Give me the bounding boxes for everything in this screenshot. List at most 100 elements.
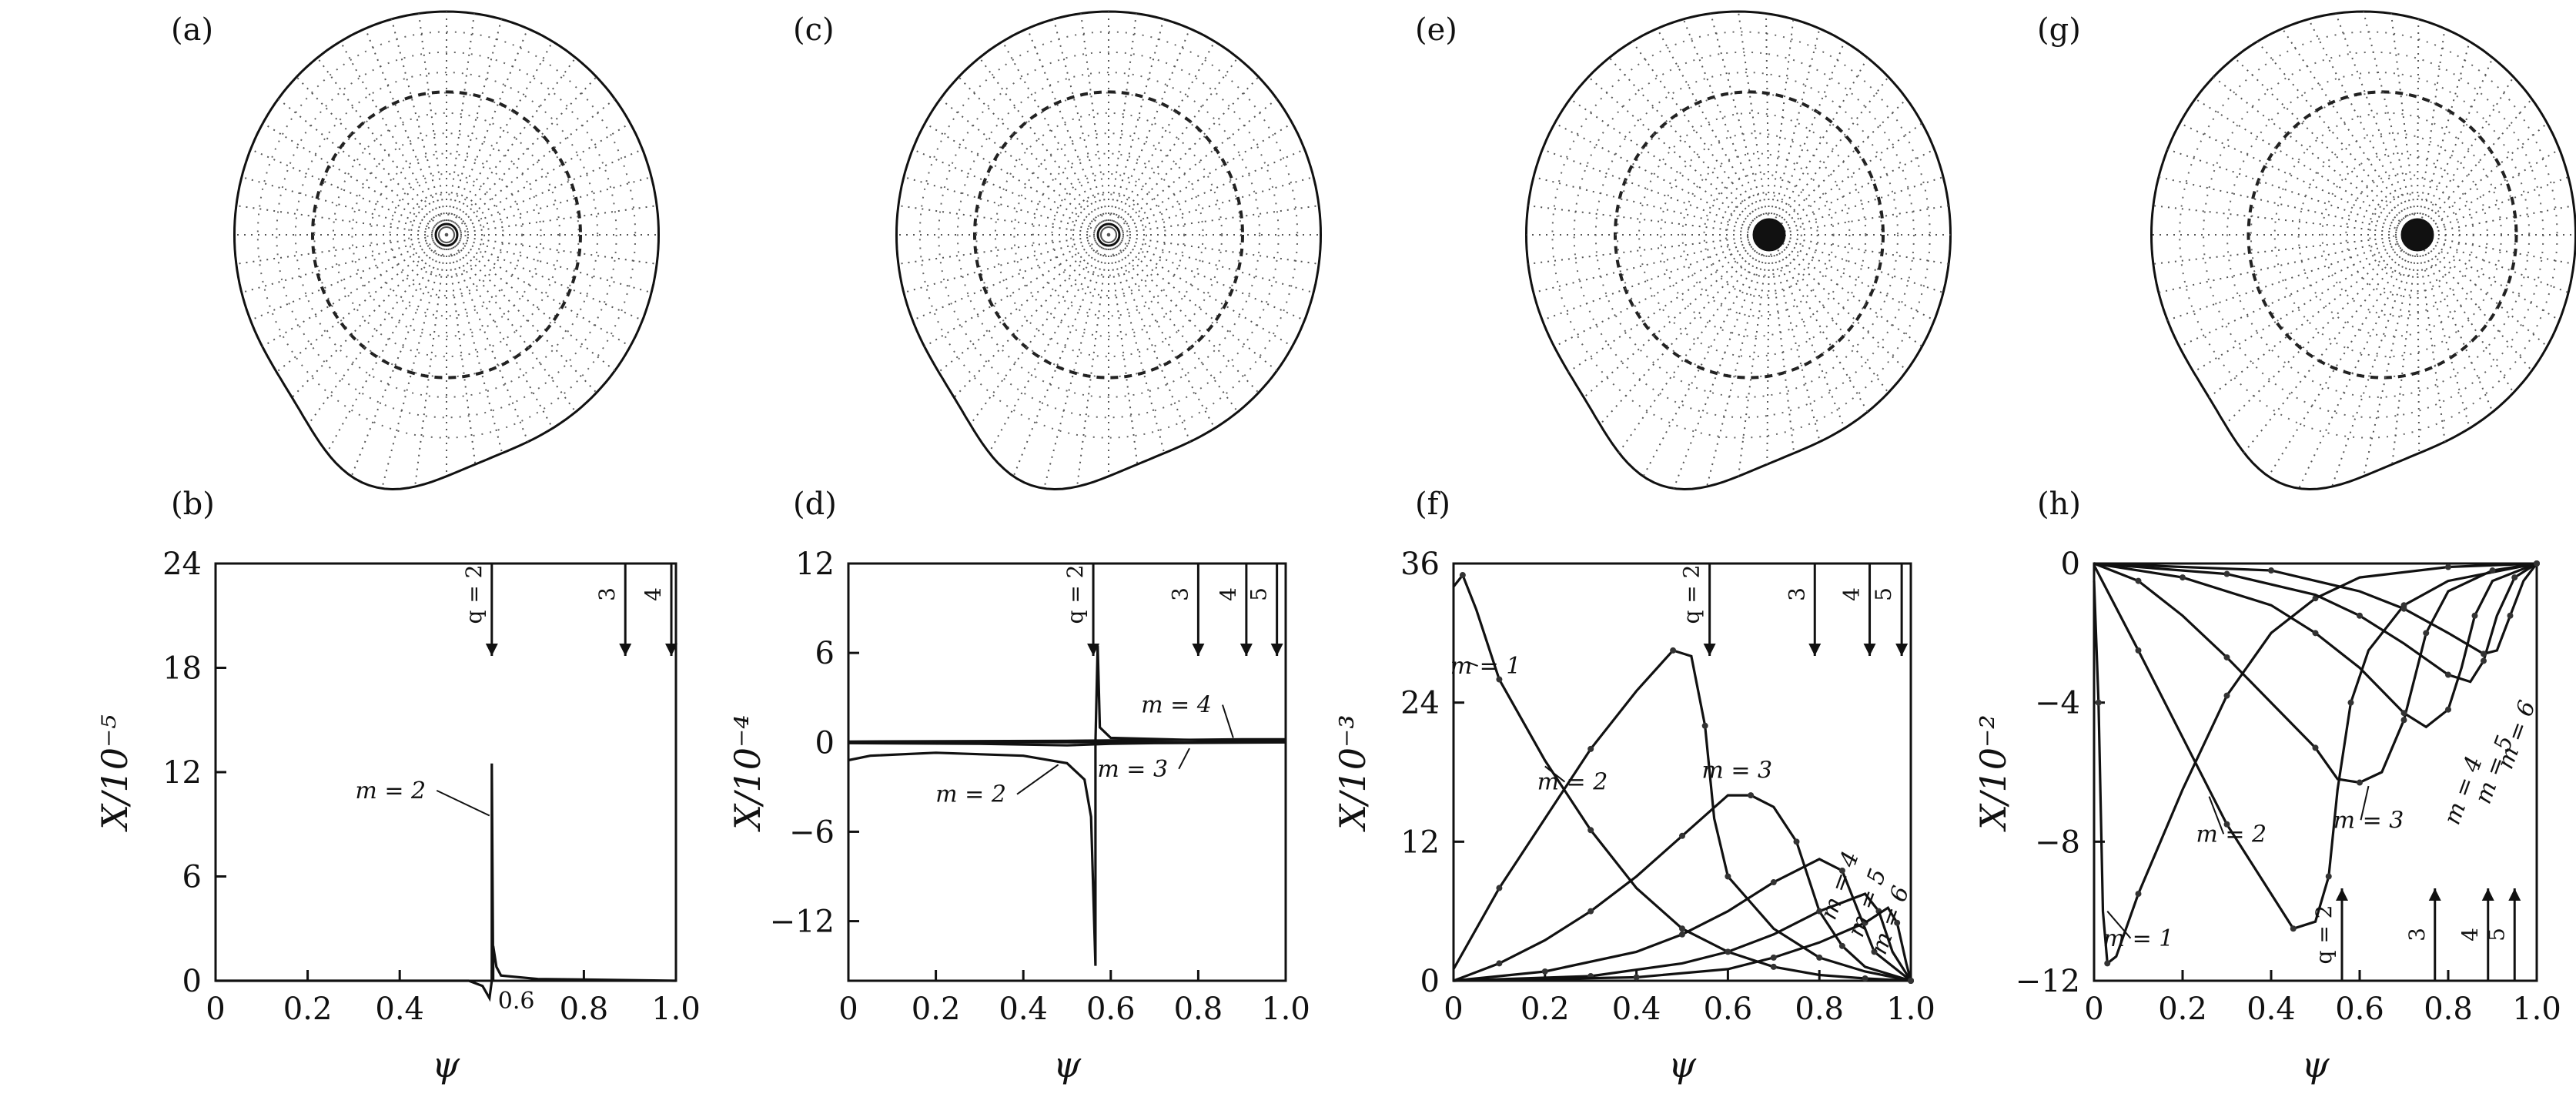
data-point: [1679, 931, 1685, 938]
field-ray: [898, 234, 1109, 265]
y-tick-label: 12: [795, 547, 835, 582]
flux-surface: [370, 152, 524, 317]
data-point: [1587, 745, 1594, 752]
marker-arrowhead: [2336, 888, 2348, 901]
field-ray: [1642, 234, 1770, 477]
x-tick-label: 0.4: [999, 992, 1048, 1027]
marker-arrowhead: [1808, 644, 1822, 656]
data-point: [2135, 647, 2142, 654]
data-point: [1496, 676, 1503, 683]
label-leader: [2106, 911, 2132, 939]
data-point: [1679, 832, 1685, 839]
field-ray: [924, 122, 1109, 236]
y-tick-label: 0: [1420, 964, 1440, 999]
marker-label: 4: [641, 587, 666, 601]
marker-arrowhead: [485, 644, 498, 656]
field-ray: [1108, 234, 1191, 443]
data-point: [2400, 605, 2407, 612]
flux-surface: [294, 72, 599, 398]
y-axis-title: X/10⁻⁵: [94, 714, 135, 832]
cross-section-e: [1524, 10, 1952, 491]
data-point: [1496, 960, 1503, 967]
field-ray: [1768, 234, 1868, 413]
flux-surface: [1681, 152, 1835, 317]
plot-h: 0 0.2 0.4 0.6 0.8 1.0 −12 −8 −4 0 ψ X/10⁻² m = 1 m = …: [1972, 547, 2561, 1085]
field-ray: [2208, 234, 2418, 399]
marker-label: 4: [1216, 587, 1241, 601]
x-axis-title: ψ: [2301, 1044, 2330, 1085]
series-line: [848, 737, 1286, 743]
field-ray: [446, 176, 652, 236]
field-ray: [1108, 176, 1314, 236]
y-tick-label: 6: [815, 636, 835, 671]
field-ray: [418, 13, 447, 236]
field-ray: [2417, 57, 2494, 236]
field-ray: [1542, 149, 1770, 236]
data-point: [1862, 975, 1868, 982]
field-ray: [912, 149, 1109, 236]
x-axis-title: ψ: [1668, 1044, 1697, 1085]
field-ray: [2417, 234, 2574, 265]
field-ray: [988, 234, 1109, 453]
plasma-boundary: [233, 10, 661, 491]
label-leader: [1178, 747, 1190, 770]
field-ray: [364, 28, 447, 236]
field-ray: [903, 234, 1109, 294]
x-tick-label: 0.6: [1704, 992, 1753, 1027]
x-tick-label: 1.0: [2512, 992, 2561, 1027]
field-ray: [1710, 13, 1770, 236]
flux-surface: [276, 51, 617, 419]
field-ray: [2390, 13, 2418, 236]
data-point: [2223, 692, 2230, 699]
field-ray: [912, 234, 1109, 321]
field-ray: [446, 205, 657, 236]
field-ray: [1108, 13, 1137, 236]
marker-arrowhead: [619, 644, 632, 656]
flux-surface: [407, 193, 486, 276]
panel-label-e: (e): [1415, 12, 1457, 48]
data-point: [2312, 630, 2319, 637]
marker-arrowhead: [2508, 888, 2521, 901]
marker-label: 4: [1839, 587, 1865, 601]
field-ray: [1527, 234, 1770, 265]
magnetic-axis: [1096, 222, 1121, 247]
field-ray: [2417, 28, 2446, 236]
data-point: [1816, 908, 1823, 915]
field-ray: [1554, 122, 1770, 236]
y-axis-title: X/10⁻⁴: [727, 714, 768, 832]
data-point: [1701, 722, 1708, 729]
data-point: [2104, 960, 2111, 967]
x-tick-label: 0: [838, 992, 858, 1027]
panel-label-d: (d): [793, 487, 837, 522]
field-ray: [1076, 234, 1109, 487]
series-line: [848, 645, 1286, 966]
field-ray: [2391, 234, 2418, 465]
x-tick-label: 0.2: [912, 992, 961, 1027]
field-ray: [446, 122, 631, 236]
data-point: [1793, 838, 1800, 845]
field-ray: [1012, 234, 1109, 477]
marker-arrowhead: [1270, 644, 1283, 656]
x-tick-label: 0.2: [283, 992, 333, 1027]
field-ray: [1567, 234, 1770, 373]
data-point: [1587, 827, 1594, 834]
magnetic-axis: [434, 222, 459, 247]
panel-label-g: (g): [2037, 12, 2081, 48]
field-ray: [446, 234, 657, 265]
panel-label-b: (b): [171, 487, 215, 522]
field-ray: [1768, 98, 1908, 236]
series-line: [1453, 794, 1912, 982]
field-ray: [277, 98, 447, 236]
field-ray: [1542, 234, 1770, 321]
y-tick-label: −6: [789, 814, 835, 850]
field-ray: [446, 234, 616, 372]
data-point: [2423, 630, 2430, 637]
marker-arrowhead: [1863, 644, 1876, 656]
field-ray: [924, 234, 1109, 348]
field-ray: [2417, 234, 2548, 347]
data-point: [2268, 567, 2274, 574]
flux-surface: [1638, 112, 1867, 358]
y-tick-label: 12: [1400, 824, 1440, 860]
field-ray: [1108, 234, 1260, 393]
plot-frame: [2093, 562, 2538, 982]
